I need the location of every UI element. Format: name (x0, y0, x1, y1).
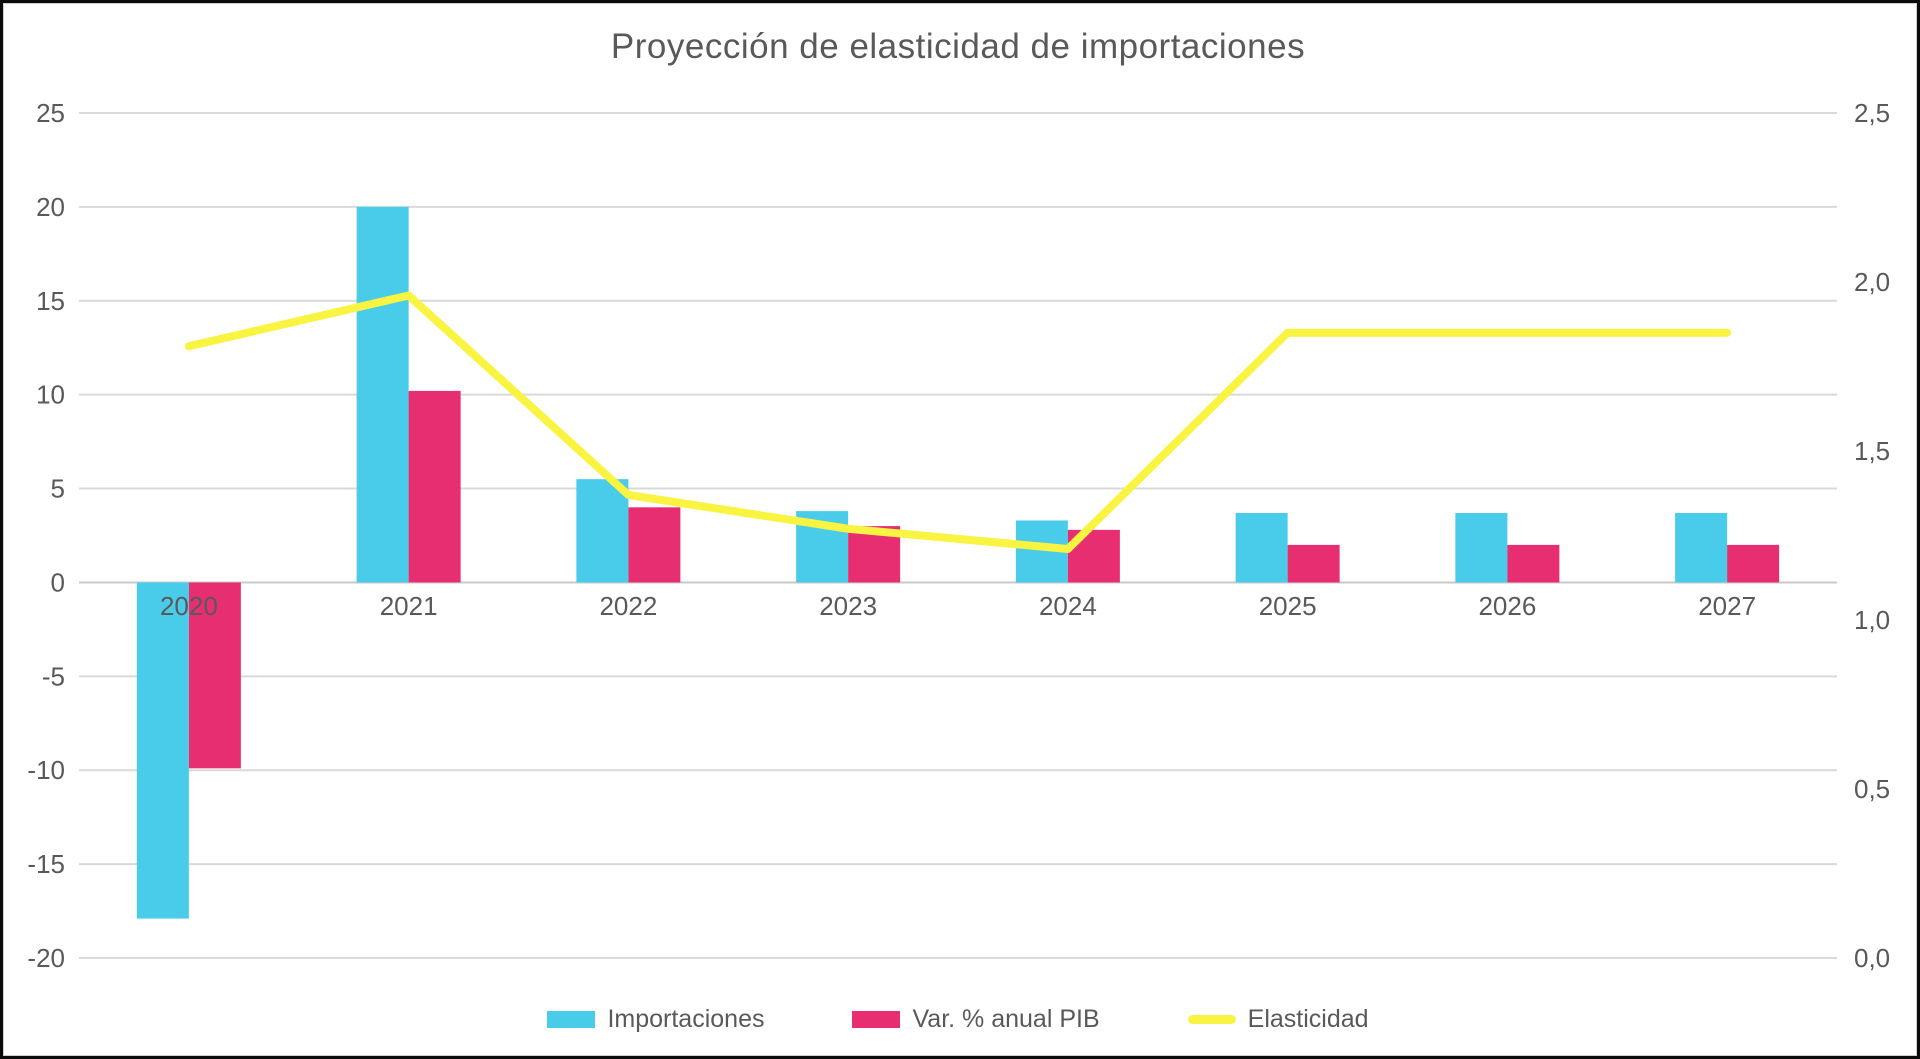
left-axis-tick: 25 (36, 98, 65, 128)
legend-item-elasticidad: Elasticidad (1187, 1005, 1369, 1034)
bar-importaciones-2026 (1455, 512, 1508, 583)
category-label-2027: 2027 (1698, 591, 1756, 621)
category-label-2022: 2022 (599, 591, 657, 621)
left-axis-tick: -20 (27, 943, 65, 973)
category-label-2020: 2020 (160, 591, 218, 621)
category-label-2021: 2021 (380, 591, 438, 621)
chart-legend: Importaciones Var. % anual PIB Elasticid… (79, 1005, 1837, 1034)
category-label-2023: 2023 (819, 591, 877, 621)
legend-label-var-pib: Var. % anual PIB (912, 1005, 1100, 1033)
line-elasticidad (184, 291, 1732, 554)
bar-importaciones-2020 (136, 582, 189, 919)
left-axis-tick: 20 (36, 192, 65, 222)
category-label-2025: 2025 (1259, 591, 1317, 621)
bar-var-anual-pib-2026 (1507, 544, 1560, 583)
bar-importaciones-2027 (1675, 512, 1728, 583)
category-label-2026: 2026 (1478, 591, 1536, 621)
bar-importaciones-2025 (1235, 512, 1288, 583)
legend-item-importaciones: Importaciones (547, 1005, 764, 1034)
bar-var-anual-pib-2027 (1727, 544, 1780, 583)
left-axis-tick: 0 (51, 567, 65, 597)
left-axis-tick: -15 (27, 849, 65, 879)
category-label-2024: 2024 (1039, 591, 1097, 621)
left-axis-tick: -10 (27, 755, 65, 785)
right-axis-tick: 0,0 (1854, 943, 1890, 973)
bar-var-anual-pib-2021 (408, 390, 461, 583)
right-axis-tick: 0,5 (1854, 774, 1890, 804)
chart-plot-area: 25 20 15 10 5 0 -5 -10 -15 -20 2,5 2,0 1,5 1,0 0,5 0,0 2… (27, 98, 1890, 973)
legend-item-var-pib: Var. % anual PIB (852, 1005, 1100, 1034)
elasticidad-swatch-icon (1187, 1015, 1236, 1024)
left-axis-tick: 10 (36, 380, 65, 410)
bar-importaciones-2022 (576, 479, 629, 583)
bar-var-anual-pib-2020 (188, 582, 241, 769)
right-axis-tick: 2,0 (1854, 267, 1890, 297)
left-axis-tick: 5 (51, 474, 65, 504)
legend-label-elasticidad: Elasticidad (1247, 1005, 1369, 1033)
bar-var-anual-pib-2025 (1287, 544, 1340, 583)
right-axis-tick: 1,5 (1854, 436, 1890, 466)
right-axis-tick: 2,5 (1854, 98, 1890, 128)
left-axis-tick: -5 (42, 661, 65, 691)
bar-var-anual-pib-2022 (628, 507, 681, 583)
bar-importaciones-2021 (356, 206, 409, 583)
left-axis-tick: 15 (36, 286, 65, 316)
importaciones-swatch-icon (547, 1011, 596, 1028)
var-pib-swatch-icon (852, 1011, 901, 1028)
chart-title: Proyección de elasticidad de importacion… (610, 27, 1306, 66)
legend-label-importaciones: Importaciones (607, 1005, 765, 1033)
right-axis-tick: 1,0 (1854, 605, 1890, 635)
